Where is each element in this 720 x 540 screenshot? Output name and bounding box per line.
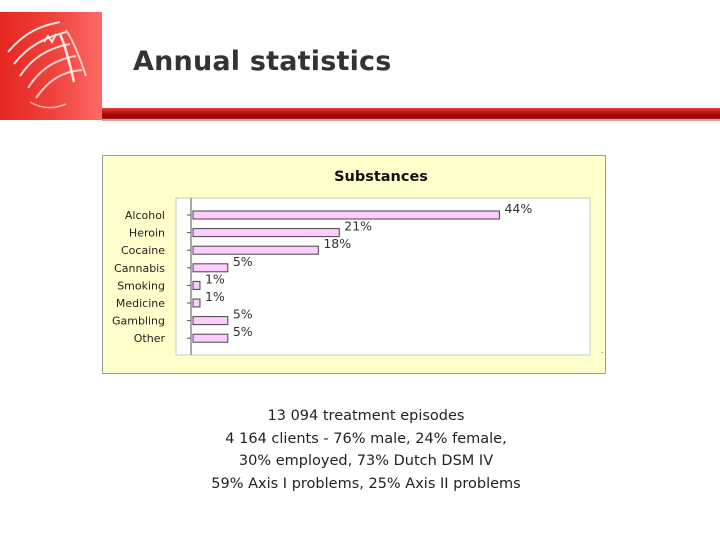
plot-area [175, 197, 591, 356]
category-label-alcohol: Alcohol [125, 209, 165, 222]
substances-chart-svg: Substances . 44% 21% 18% 5% 1% 1% 5% 5% Alcohol… [112, 169, 604, 356]
value-label-heroin: 21% [344, 219, 372, 234]
summary-line-episodes: 13 094 treatment episodes [267, 408, 465, 424]
summary-line-clients: 4 164 clients - 76% male, 24% female, [225, 430, 507, 447]
summary-text: 13 094 treatment episodes 4 164 clients … [150, 405, 582, 495]
bars-layer: 44% 21% 18% 5% 1% 1% 5% 5% [192, 201, 532, 343]
value-label-medicine: 1% [205, 289, 225, 304]
summary-line-axis-problems: 59% Axis I problems, 25% Axis II problem… [211, 475, 521, 492]
category-label-gambling: Gambling [112, 315, 165, 328]
value-label-cocaine: 18% [323, 236, 351, 251]
bar-cocaine [192, 245, 319, 255]
bar-cannabis [192, 263, 229, 273]
value-label-cannabis: 5% [233, 254, 253, 269]
substances-chart: Substances . 44% 21% 18% 5% 1% 1% 5% 5% Alcohol… [102, 155, 606, 374]
logo-swirl-icon [7, 21, 87, 109]
bar-smoking [192, 280, 201, 290]
category-label-medicine: Medicine [116, 297, 165, 310]
brand-logo [0, 12, 102, 120]
bar-medicine [192, 298, 201, 308]
bar-gambling [192, 316, 229, 326]
slide-title: Annual statistics [133, 46, 392, 77]
header-divider [102, 108, 720, 120]
summary-line-employment: 30% employed, 73% Dutch DSM IV [238, 453, 494, 469]
category-label-other: Other [134, 332, 166, 345]
bar-other [192, 333, 229, 343]
value-label-other: 5% [233, 324, 253, 339]
bar-alcohol [192, 210, 500, 220]
value-label-smoking: 1% [205, 271, 225, 286]
category-label-heroin: Heroin [129, 227, 165, 240]
category-label-smoking: Smoking [117, 279, 165, 292]
chart-title: Substances [334, 169, 428, 185]
value-label-alcohol: 44% [504, 201, 532, 216]
category-label-cannabis: Cannabis [114, 262, 165, 275]
bar-heroin [192, 228, 340, 238]
category-label-cocaine: Cocaine [121, 244, 165, 257]
plot-corner-mark: . [601, 346, 604, 355]
value-label-gambling: 5% [233, 307, 253, 322]
header-divider-shadow [102, 119, 720, 121]
